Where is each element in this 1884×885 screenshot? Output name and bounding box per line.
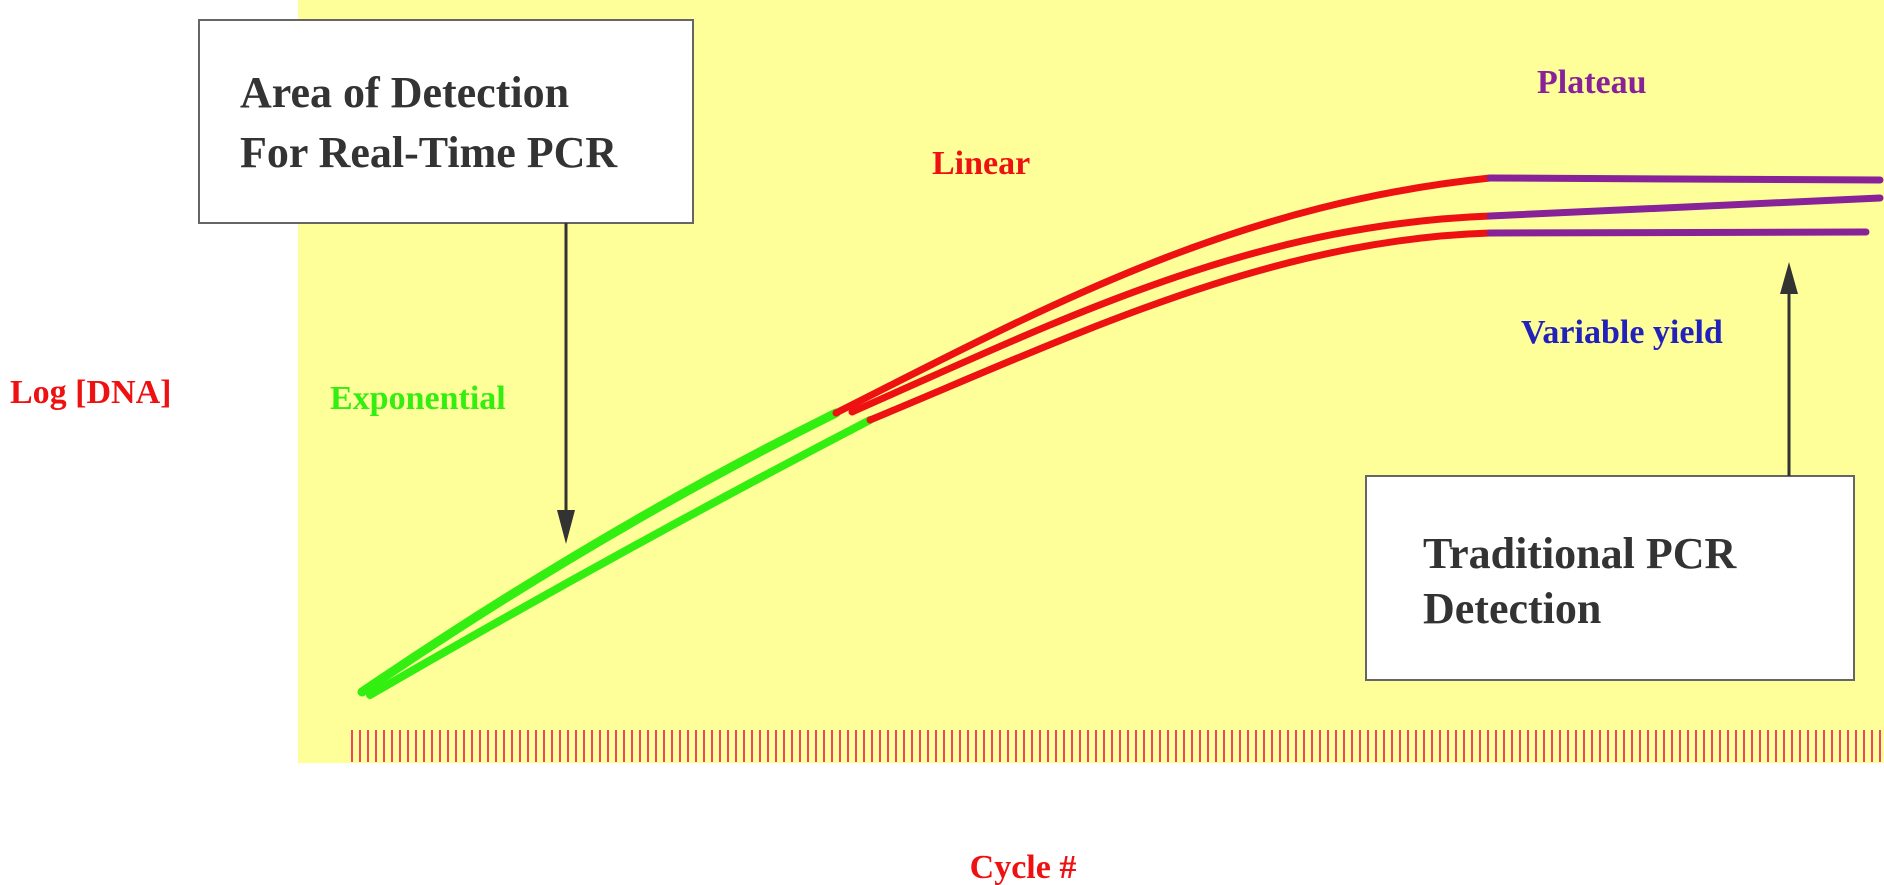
callout-traditional-line2: Detection <box>1423 584 1601 633</box>
callout-traditional-box <box>1365 475 1855 681</box>
curve-plateau-3 <box>1486 228 1870 237</box>
curve-plateau-1 <box>1486 174 1884 184</box>
callout-traditional-line1: Traditional PCR <box>1423 529 1738 578</box>
phase-label-plateau: Plateau <box>1537 64 1647 101</box>
amplification-curves <box>357 174 1884 699</box>
curve-linear-3 <box>866 229 1494 424</box>
curve-exponential-1 <box>357 408 841 697</box>
phase-label-exponential: Exponential <box>330 380 506 417</box>
callout-realtime-arrowhead <box>557 510 575 544</box>
callout-realtime-box <box>198 19 694 224</box>
callout-traditional-arrowhead <box>1780 262 1798 294</box>
callout-traditional: Traditional PCR Detection <box>1365 262 1855 681</box>
callout-realtime-line1: Area of Detection <box>240 68 569 117</box>
callout-realtime: Area of Detection For Real-Time PCR <box>198 19 694 544</box>
curve-linear-2 <box>848 212 1494 416</box>
curve-linear-1 <box>832 174 1494 417</box>
curve-exponential-2 <box>366 416 874 699</box>
cycle-tick-strip <box>351 730 1881 762</box>
phase-label-variable-yield: Variable yield <box>1521 314 1723 351</box>
y-axis-label: Log [DNA] <box>10 374 171 411</box>
phase-label-linear: Linear <box>932 145 1030 182</box>
callout-realtime-line2: For Real-Time PCR <box>240 128 618 177</box>
x-axis-label: Cycle # <box>970 849 1077 885</box>
curve-plateau-2 <box>1486 194 1884 220</box>
